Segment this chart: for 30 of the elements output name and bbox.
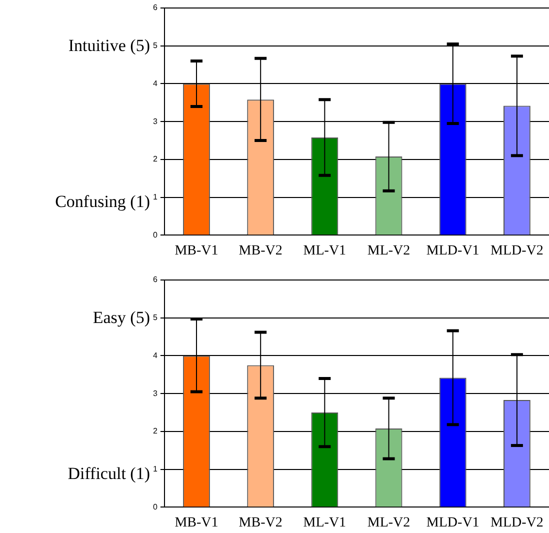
x-tick-label: ML-V2: [367, 243, 410, 258]
x-tick-label: MB-V1: [174, 515, 218, 530]
y-tick-label: 6: [152, 275, 158, 284]
x-tick-label: MLD-V1: [426, 243, 480, 258]
x-tick-label: MLD-V1: [426, 515, 480, 530]
y-tick-label: 1: [152, 464, 158, 474]
text: Intuitive (5): [67, 36, 150, 56]
text: Confusing (1): [54, 192, 150, 212]
y-tick-label: 2: [152, 426, 158, 436]
x-tick-label: MB-V1: [174, 243, 218, 258]
y-tick-label: 4: [152, 350, 158, 360]
y-tick-label: 0: [152, 230, 158, 240]
y-tick-label: 0: [152, 502, 158, 512]
text: Difficult (1): [66, 464, 150, 484]
x-tick-label: ML-V2: [367, 515, 410, 530]
x-tick-label: MLD-V2: [490, 515, 544, 530]
y-tick-label: 4: [152, 78, 158, 88]
y-tick-label: 5: [152, 313, 158, 322]
y-tick-label: 5: [152, 41, 158, 50]
y-tick-label: 2: [152, 154, 158, 164]
text: Easy (5): [92, 308, 150, 328]
x-tick-label: ML-V1: [303, 243, 346, 258]
y-tick-label: 1: [152, 192, 158, 202]
x-tick-label: MLD-V2: [490, 243, 544, 258]
y-tick-label: 6: [152, 3, 158, 12]
x-tick-label: MB-V2: [238, 515, 282, 530]
y-tick-label: 3: [152, 116, 158, 126]
x-tick-label: MB-V2: [238, 243, 282, 258]
x-tick-label: ML-V1: [303, 515, 346, 530]
y-tick-label: 3: [152, 388, 158, 398]
